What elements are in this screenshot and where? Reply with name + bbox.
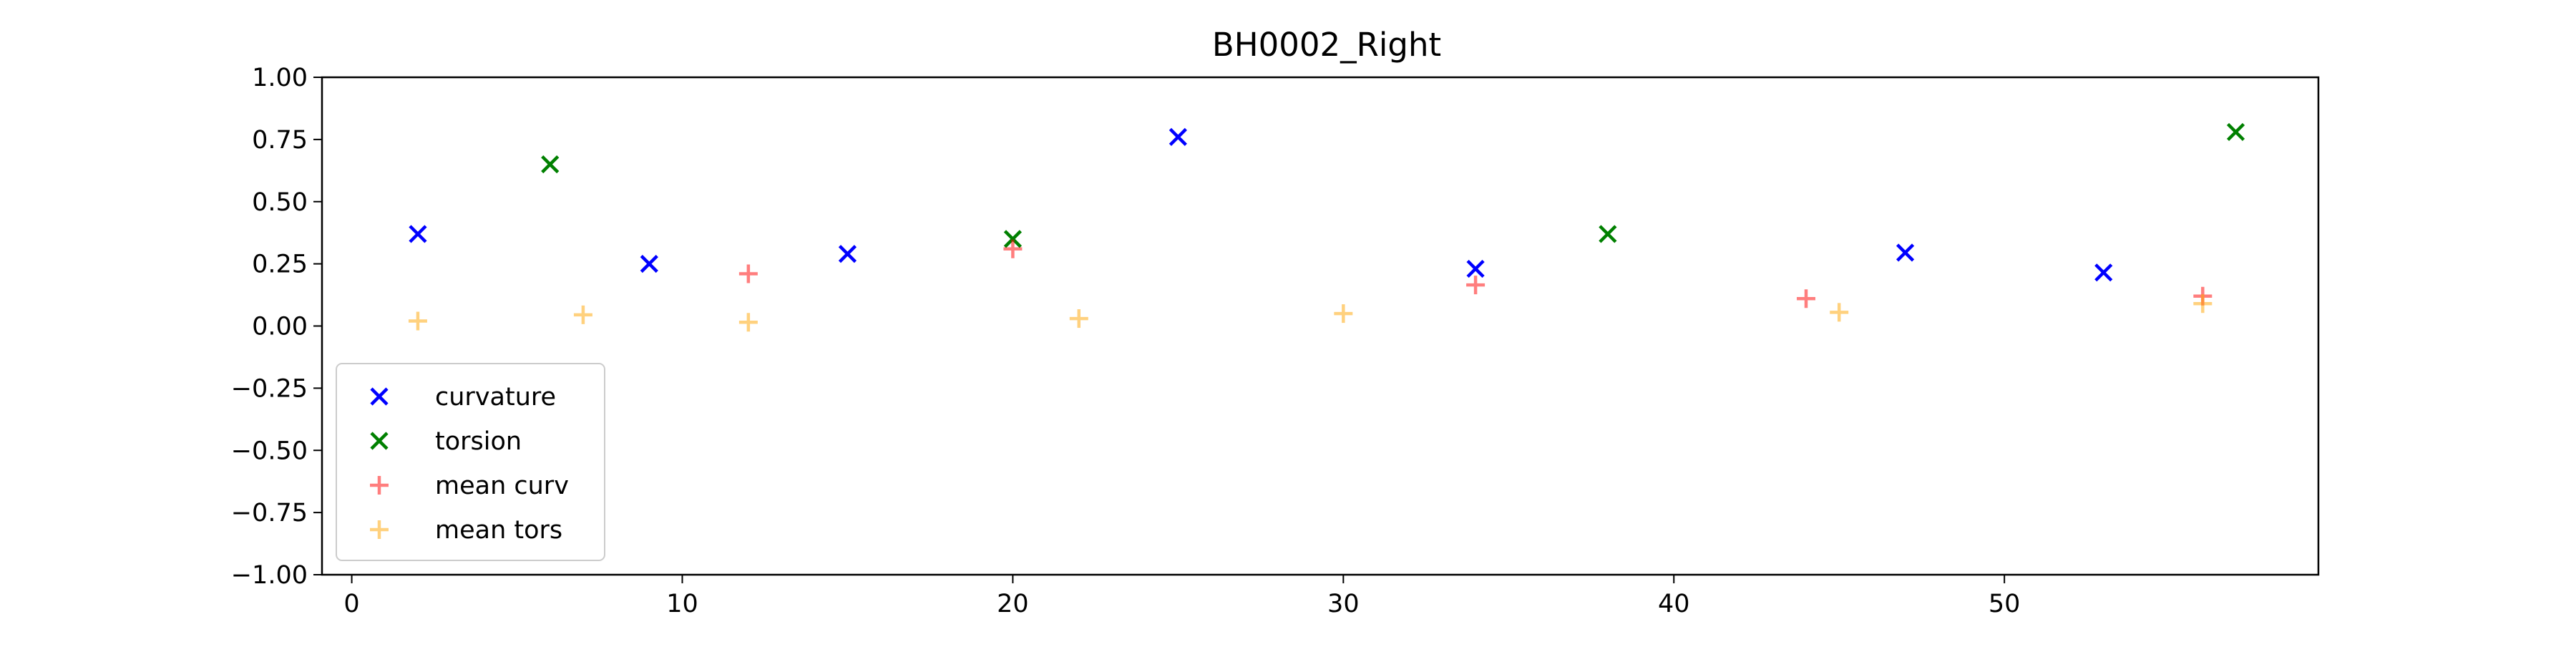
data-point-curvature <box>1466 259 1485 278</box>
plot-area-frame <box>321 76 2320 576</box>
x-tick-label: 30 <box>1327 590 1360 618</box>
data-point-mean-tors <box>573 305 592 324</box>
data-point-mean-curv <box>1003 239 1023 258</box>
x-tick-label: 0 <box>343 590 359 618</box>
series-torsion <box>541 122 2245 248</box>
data-point-torsion <box>1599 225 1617 243</box>
chart-title: BH0002_Right <box>1212 26 1441 64</box>
y-tick-label: 0.75 <box>252 126 308 155</box>
x-tick-label: 50 <box>1989 590 2021 618</box>
y-tick-label: −0.75 <box>231 499 308 527</box>
data-point-mean-tors <box>2193 294 2212 313</box>
data-point-curvature <box>1169 127 1187 146</box>
data-point-mean-tors <box>408 311 427 331</box>
x-tick-label: 20 <box>997 590 1029 618</box>
data-point-mean-tors <box>1830 303 1849 322</box>
legend-marker-mean-tors <box>370 520 389 539</box>
y-tick-label: −0.50 <box>231 437 308 465</box>
data-points <box>408 122 2245 332</box>
x-tick-label: 10 <box>666 590 698 618</box>
y-tick-label: −0.25 <box>231 374 308 403</box>
data-point-mean-tors <box>1334 304 1353 324</box>
data-point-mean-curv <box>738 264 758 283</box>
y-tick-label: 0.50 <box>252 188 308 217</box>
data-point-curvature <box>640 255 658 273</box>
axis-ticks: 0 10 20 30 40 50 1.00 0.75 0.50 0.25 0.00 −0.25 −0.5… <box>231 64 2021 618</box>
legend-label-torsion: torsion <box>435 427 522 456</box>
data-point-curvature <box>1896 243 1915 262</box>
series-mean-tors <box>408 294 2212 332</box>
y-tick-label: 0.25 <box>252 250 308 279</box>
legend-label-mean-tors: mean tors <box>435 516 562 545</box>
data-point-torsion <box>541 155 560 174</box>
data-point-curvature <box>2094 263 2113 282</box>
series-curvature <box>409 127 2113 282</box>
data-point-mean-curv <box>1797 289 1816 308</box>
data-point-mean-tors <box>1069 309 1088 329</box>
legend-label-curvature: curvature <box>435 383 556 412</box>
y-tick-label: 1.00 <box>252 64 308 92</box>
legend-marker-mean-curv <box>370 476 389 495</box>
legend-marker-torsion <box>370 432 389 450</box>
data-point-mean-tors <box>738 313 758 332</box>
y-tick-label: 0.00 <box>252 313 308 341</box>
data-point-torsion <box>1003 230 1023 248</box>
legend-box <box>336 363 605 561</box>
legend-marker-curvature <box>370 387 389 406</box>
data-point-curvature <box>409 225 427 243</box>
data-point-torsion <box>2226 122 2245 142</box>
legend: curvature torsion mean curv mean tors <box>336 363 605 561</box>
legend-label-mean-curv: mean curv <box>435 472 569 500</box>
data-point-mean-curv <box>1466 276 1485 295</box>
x-tick-label: 40 <box>1658 590 1690 618</box>
data-point-curvature <box>838 245 857 263</box>
y-tick-label: −1.00 <box>231 561 308 590</box>
